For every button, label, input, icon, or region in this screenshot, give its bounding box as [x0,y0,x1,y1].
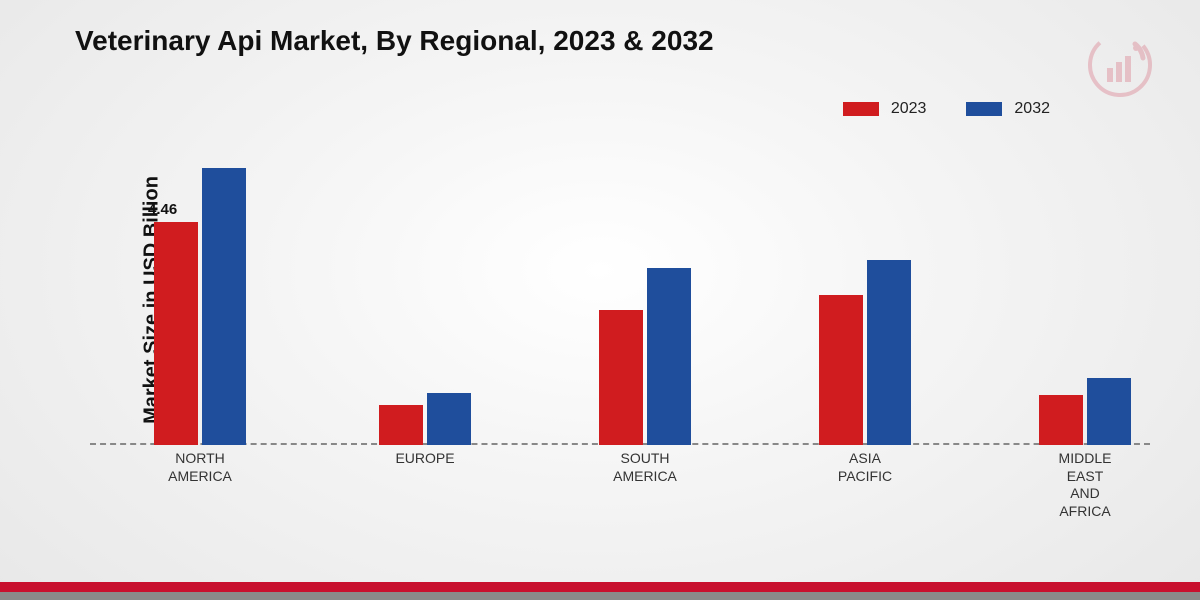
footer-bar [0,582,1200,600]
footer-red-stripe [0,582,1200,592]
bar-2023 [599,310,643,445]
legend-swatch-2023 [843,102,879,116]
plot-area: 4.46 [90,145,1150,445]
bar-2023 [1039,395,1083,445]
chart-title: Veterinary Api Market, By Regional, 2023… [75,25,714,57]
bar-2023 [819,295,863,445]
bar-2032 [1087,378,1131,446]
bar-group [819,260,911,445]
legend-swatch-2032 [966,102,1002,116]
legend-item-2023: 2023 [843,100,927,118]
data-label: 4.46 [148,201,177,218]
bar-2023 [379,405,423,445]
brand-logo-icon [1085,30,1155,100]
bar-2032 [427,393,471,446]
x-tick-label: ASIA PACIFIC [838,450,892,485]
legend-item-2032: 2032 [966,100,1050,118]
bar-2032 [647,268,691,446]
bar-group [599,268,691,446]
bar-2032 [202,168,246,446]
x-tick-label: EUROPE [395,450,454,468]
legend-label-2032: 2032 [1014,100,1050,118]
bar-group [379,393,471,446]
bar-group [1039,378,1131,446]
x-tick-label: MIDDLE EAST AND AFRICA [1059,450,1112,520]
bar-2032 [867,260,911,445]
legend: 2023 2032 [843,100,1050,118]
legend-label-2023: 2023 [891,100,927,118]
footer-grey-stripe [0,592,1200,600]
x-tick-label: NORTH AMERICA [168,450,232,485]
bar-2023 [154,222,198,445]
x-tick-label: SOUTH AMERICA [613,450,677,485]
